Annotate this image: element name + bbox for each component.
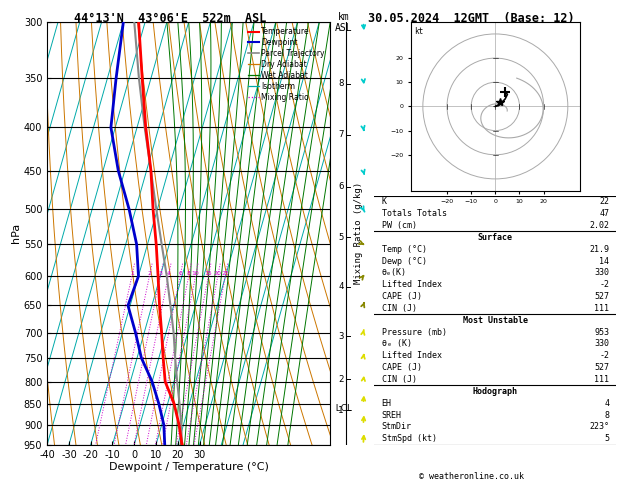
Text: 6: 6 [338,182,343,191]
Text: 330: 330 [594,268,609,278]
Text: 4: 4 [167,271,170,276]
Text: kt: kt [414,27,423,36]
Text: 20: 20 [214,271,222,276]
Text: Lifted Index: Lifted Index [382,351,442,360]
Y-axis label: hPa: hPa [11,223,21,243]
Text: 1: 1 [338,406,343,415]
Text: StmDir: StmDir [382,422,411,432]
Text: K: K [382,197,386,206]
Text: 8: 8 [187,271,191,276]
Text: CAPE (J): CAPE (J) [382,363,421,372]
Text: 25: 25 [221,271,229,276]
Text: 2: 2 [338,375,343,384]
Text: 44°13'N  43°06'E  522m  ASL: 44°13'N 43°06'E 522m ASL [74,12,266,25]
Text: 223°: 223° [589,422,609,432]
Text: -2: -2 [599,280,609,289]
Text: 22: 22 [599,197,609,206]
Text: Temp (°C): Temp (°C) [382,244,426,254]
Text: 527: 527 [594,292,609,301]
Text: 5: 5 [338,233,343,242]
Text: 111: 111 [594,304,609,313]
Text: 953: 953 [594,328,609,337]
Text: 4: 4 [338,282,343,292]
Text: CAPE (J): CAPE (J) [382,292,421,301]
Text: 4: 4 [604,399,609,408]
Text: Mixing Ratio (g/kg): Mixing Ratio (g/kg) [354,182,363,284]
Text: 3: 3 [338,332,343,341]
Text: 8: 8 [338,79,343,88]
Text: Hodograph: Hodograph [473,387,518,396]
Text: 330: 330 [594,340,609,348]
Text: © weatheronline.co.uk: © weatheronline.co.uk [420,472,524,481]
Text: CIN (J): CIN (J) [382,304,416,313]
Text: 7: 7 [338,130,343,139]
Text: SREH: SREH [382,411,401,419]
Text: 2.02: 2.02 [589,221,609,230]
Text: 1: 1 [130,271,134,276]
Text: km
ASL: km ASL [335,12,352,33]
X-axis label: Dewpoint / Temperature (°C): Dewpoint / Temperature (°C) [109,462,269,472]
Text: 21.9: 21.9 [589,244,609,254]
Text: PW (cm): PW (cm) [382,221,416,230]
Text: Surface: Surface [478,233,513,242]
Text: 527: 527 [594,363,609,372]
Text: StmSpd (kt): StmSpd (kt) [382,434,437,443]
Text: 10: 10 [192,271,199,276]
Text: 6: 6 [178,271,182,276]
Text: CIN (J): CIN (J) [382,375,416,384]
Text: 15: 15 [204,271,212,276]
Text: 5: 5 [604,434,609,443]
Text: 2: 2 [147,271,152,276]
Text: θₑ (K): θₑ (K) [382,340,411,348]
Text: Pressure (mb): Pressure (mb) [382,328,447,337]
Text: Most Unstable: Most Unstable [463,316,528,325]
Text: 8: 8 [604,411,609,419]
Text: 3: 3 [159,271,162,276]
Text: 30.05.2024  12GMT  (Base: 12): 30.05.2024 12GMT (Base: 12) [369,12,575,25]
Text: θₑ(K): θₑ(K) [382,268,406,278]
Text: 111: 111 [594,375,609,384]
Text: Totals Totals: Totals Totals [382,209,447,218]
Text: EH: EH [382,399,391,408]
Legend: Temperature, Dewpoint, Parcel Trajectory, Dry Adiabat, Wet Adiabat, Isotherm, Mi: Temperature, Dewpoint, Parcel Trajectory… [247,26,326,103]
Text: Dewp (°C): Dewp (°C) [382,257,426,265]
Text: -2: -2 [599,351,609,360]
Text: LCL: LCL [330,404,352,413]
Text: 47: 47 [599,209,609,218]
Text: 14: 14 [599,257,609,265]
Text: Lifted Index: Lifted Index [382,280,442,289]
